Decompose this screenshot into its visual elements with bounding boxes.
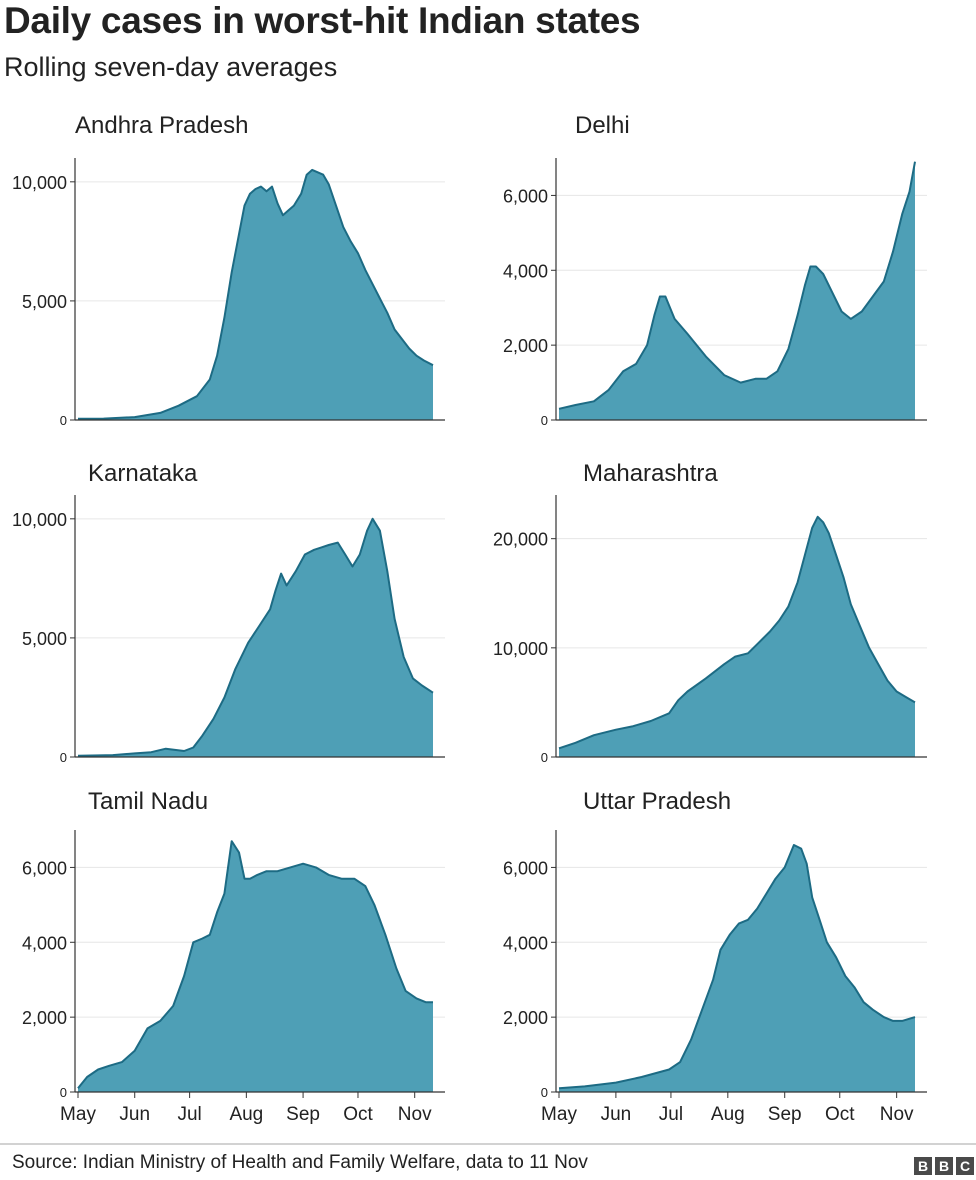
y-tick-label: 2,000 — [22, 1008, 67, 1028]
x-tick-label: Jul — [659, 1104, 683, 1125]
series-line — [558, 844, 916, 1090]
series-area — [559, 845, 915, 1092]
panel-uttar-pradesh: Uttar Pradesh 0 2,000 4,000 6,000 May Jun Jul Au… — [503, 788, 927, 1125]
y-tick-label: 10,000 — [12, 510, 67, 530]
footer-divider — [0, 1143, 976, 1145]
y-tick-label: 4,000 — [22, 933, 67, 953]
y-tick-label: 0 — [60, 413, 67, 428]
series-area — [78, 169, 433, 420]
panel-title: Tamil Nadu — [88, 788, 208, 815]
x-tick-label: Nov — [880, 1104, 914, 1125]
series-line — [77, 840, 433, 1089]
y-tick-label: 6,000 — [22, 858, 67, 878]
series-area — [78, 841, 433, 1092]
bbc-logo: B B C — [914, 1157, 974, 1175]
y-tick-label: 20,000 — [493, 530, 548, 550]
x-tick-label: Aug — [711, 1104, 745, 1125]
y-tick-label: 10,000 — [493, 639, 548, 659]
x-tick-label: Sep — [286, 1104, 320, 1125]
y-tick-label: 0 — [541, 1085, 548, 1100]
series-line — [558, 161, 916, 410]
x-tick-label: Jun — [119, 1104, 150, 1125]
x-tick-label: Sep — [768, 1104, 802, 1125]
panel-title: Uttar Pradesh — [583, 788, 731, 815]
bbc-logo-letter-b1: B — [914, 1157, 932, 1175]
series-area — [559, 516, 915, 757]
y-tick-label: 0 — [60, 750, 67, 765]
y-tick-label: 6,000 — [503, 186, 548, 206]
y-tick-label: 0 — [60, 1085, 67, 1100]
y-tick-label: 0 — [541, 750, 548, 765]
bbc-logo-letter-b2: B — [935, 1157, 953, 1175]
y-tick-label: 4,000 — [503, 933, 548, 953]
panel-delhi: Delhi 0 2,000 4,000 6,000 — [503, 112, 927, 428]
y-tick-label: 5,000 — [22, 629, 67, 649]
bbc-logo-letter-c: C — [956, 1157, 974, 1175]
x-tick-label: May — [60, 1104, 96, 1125]
source-note: Source: Indian Ministry of Health and Fa… — [12, 1152, 588, 1173]
y-tick-label: 4,000 — [503, 261, 548, 281]
panel-title: Karnataka — [88, 460, 198, 487]
x-tick-label: Jul — [177, 1104, 201, 1125]
chart-title: Daily cases in worst-hit Indian states — [4, 0, 641, 41]
panel-andhra-pradesh: Andhra Pradesh 0 5,000 10,000 — [12, 112, 445, 428]
panel-title: Delhi — [575, 112, 630, 139]
small-multiples-chart: Andhra Pradesh 0 5,000 10,000 Delhi 0 2,000 4,0… — [12, 112, 927, 1125]
y-tick-label: 5,000 — [22, 292, 67, 312]
x-tick-label: Nov — [398, 1104, 432, 1125]
x-tick-label: Aug — [229, 1104, 263, 1125]
panel-title: Andhra Pradesh — [75, 112, 248, 139]
y-tick-label: 10,000 — [12, 173, 67, 193]
series-area — [78, 518, 433, 757]
series-area — [559, 161, 915, 420]
panel-karnataka: Karnataka 0 5,000 10,000 — [12, 460, 445, 765]
panel-tamil-nadu: Tamil Nadu 0 2,000 4,000 6,000 May Jun Jul Aug Se… — [22, 788, 445, 1125]
panel-maharashtra: Maharashtra 0 10,000 20,000 — [493, 460, 927, 765]
series-line — [77, 168, 434, 420]
x-tick-label: Oct — [825, 1104, 855, 1125]
x-tick-label: May — [541, 1104, 577, 1125]
y-tick-label: 0 — [541, 413, 548, 428]
series-line — [77, 517, 434, 757]
y-tick-label: 2,000 — [503, 1008, 548, 1028]
x-tick-label: Oct — [343, 1104, 373, 1125]
chart-subtitle: Rolling seven-day averages — [4, 52, 338, 82]
y-tick-label: 6,000 — [503, 858, 548, 878]
y-tick-label: 2,000 — [503, 336, 548, 356]
panel-title: Maharashtra — [583, 460, 718, 487]
series-line — [558, 515, 916, 750]
x-tick-label: Jun — [601, 1104, 632, 1125]
